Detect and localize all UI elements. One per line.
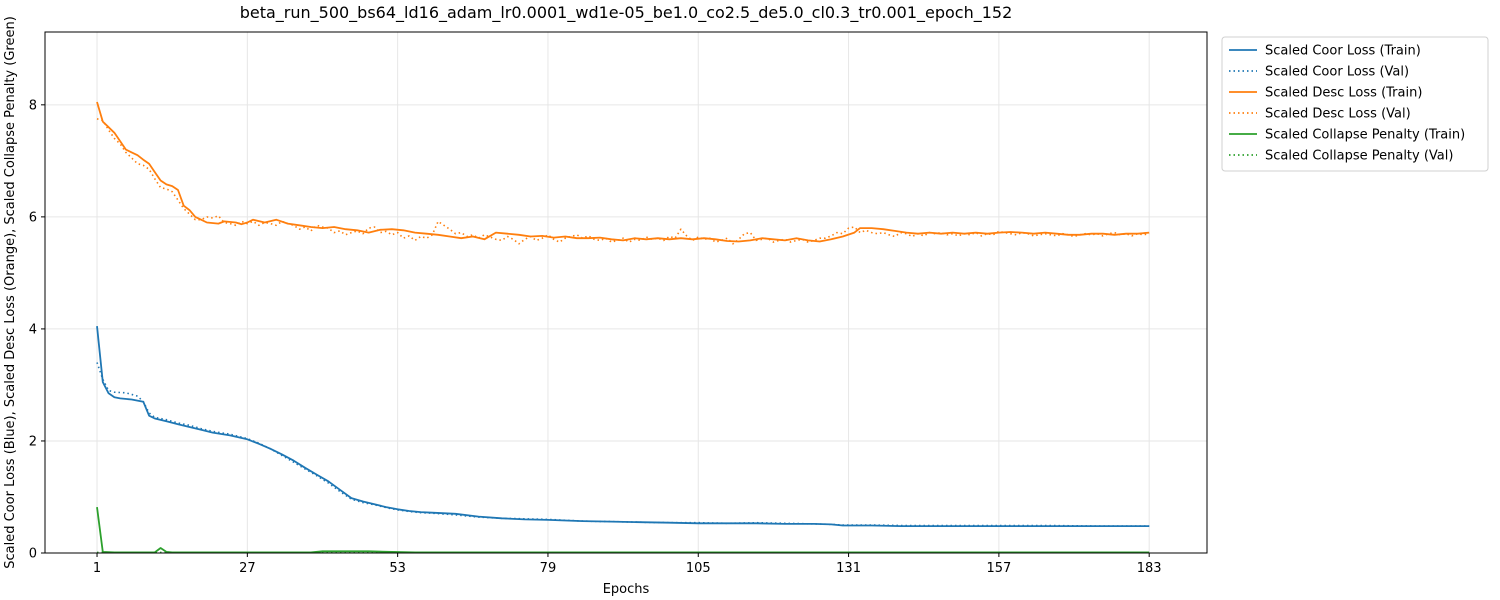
y-axis-title: Scaled Coor Loss (Blue), Scaled Desc Los… [3,16,18,569]
x-axis: 1 27 53 79 105 131 157 183 [93,553,1162,576]
legend: Scaled Coor Loss (Train) Scaled Coor Loss… [1221,36,1489,172]
legend-label-3: Scaled Desc Loss (Val) [1265,107,1411,122]
x-tick-label: 79 [540,561,557,576]
series-line-5 [97,551,1150,554]
x-tick-label: 1 [93,561,101,576]
x-axis-title: Epochs [603,582,650,597]
legend-label-5: Scaled Collapse Penalty (Val) [1265,149,1453,164]
legend-label-1: Scaled Coor Loss (Val) [1265,65,1409,80]
x-tick-label: 131 [836,561,861,576]
y-axis: 0 2 4 6 8 [29,98,45,562]
legend-label-0: Scaled Coor Loss (Train) [1265,44,1421,59]
y-tick-label: 0 [29,547,37,562]
series-line-3 [96,118,1150,245]
x-tick-label: 53 [389,561,406,576]
series-line-0 [96,326,1150,527]
x-tick-label: 157 [986,561,1011,576]
legend-box [1221,36,1489,172]
y-tick-label: 4 [29,322,37,337]
x-tick-label: 27 [239,561,256,576]
series-line-1 [96,362,1150,527]
x-tick-label: 183 [1137,561,1162,576]
series-line-2 [96,101,1150,243]
y-tick-label: 6 [29,210,37,225]
series-layer [96,101,1150,554]
grid [45,32,1207,554]
plot-frame [44,31,1208,554]
legend-label-4: Scaled Collapse Penalty (Train) [1265,128,1465,143]
chart-title: beta_run_500_bs64_ld16_adam_lr0.0001_wd1… [240,3,1013,23]
legend-label-2: Scaled Desc Loss (Train) [1265,86,1422,101]
x-tick-label: 105 [686,561,711,576]
series-line-4 [96,506,1150,554]
y-tick-label: 2 [29,434,37,449]
y-tick-label: 8 [29,98,37,113]
